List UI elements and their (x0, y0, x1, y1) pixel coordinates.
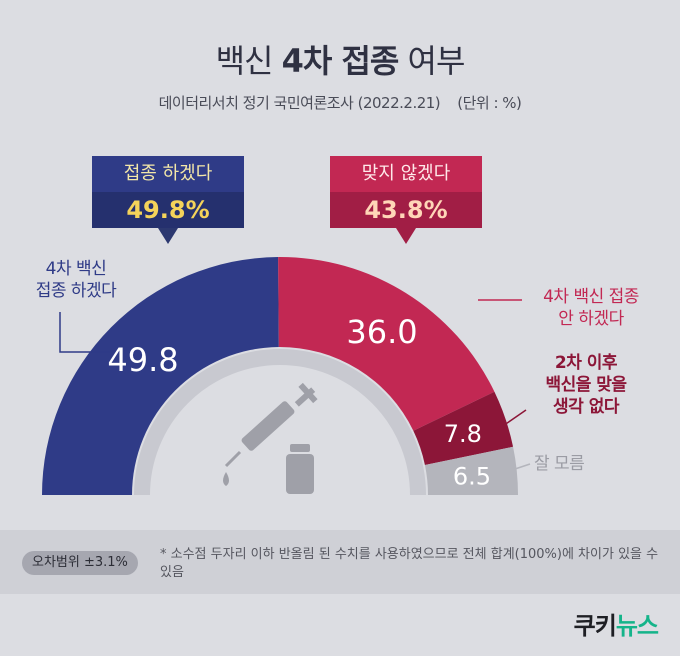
brand-logo: 쿠키뉴스 (573, 606, 659, 641)
callout-yes: 접종 하겠다 49.8% (92, 156, 244, 244)
label-unknown: 잘 모름 (534, 454, 585, 474)
title-bold: 4차 접종 (281, 42, 400, 80)
leader-line-unknown (511, 463, 531, 471)
footnote: * 소수점 두자리 이하 반올림 된 수치를 사용하였으므로 전체 합계(100… (160, 547, 659, 580)
vial-icon (286, 444, 314, 494)
leader-line-yes (59, 312, 110, 353)
donut-chart: 49.8 36.0 7.8 6.5 (42, 257, 531, 496)
callout-no: 맞지 않겠다 43.8% (330, 156, 482, 244)
segment-value-0: 49.8 (107, 341, 178, 379)
callout-yes-pointer (158, 228, 178, 244)
brand-main: 쿠키 (573, 612, 617, 640)
donut-segment-1 (278, 257, 495, 431)
segment-value-2: 7.8 (444, 420, 482, 448)
donut-segment-0 (42, 257, 279, 495)
label-not-vaccinate: 4차 백신 접종 안 하겠다 (543, 287, 639, 329)
syringe-icon (223, 382, 318, 486)
callout-no-label: 맞지 않겠다 (330, 156, 482, 192)
label-vaccinate: 4차 백신 접종 하겠다 (35, 259, 117, 301)
label-no-second-dose: 2차 이후 백신을 맞을 생각 없다 (545, 353, 627, 417)
donut-segment-3 (424, 446, 518, 495)
brand-accent: 뉴스 (615, 612, 659, 640)
chart-subtitle: 데이터리서치 정기 국민여론조사 (2022.2.21) (단위 : %) (158, 94, 522, 112)
callout-no-pointer (396, 228, 416, 244)
chart-title: 백신 4차 접종 여부 (0, 36, 680, 82)
callout-yes-value: 49.8% (92, 192, 244, 228)
leader-line-second (499, 409, 527, 429)
callout-yes-label: 접종 하겠다 (92, 156, 244, 192)
callout-no-value: 43.8% (330, 192, 482, 228)
margin-of-error-badge: 오차범위 ±3.1% (22, 551, 138, 575)
title-suffix: 여부 (407, 42, 466, 80)
segment-value-3: 6.5 (453, 462, 491, 490)
segment-value-1: 36.0 (346, 313, 417, 351)
inner-ring (134, 349, 426, 496)
title-prefix: 백신 (215, 42, 274, 80)
donut-segment-2 (413, 391, 514, 466)
